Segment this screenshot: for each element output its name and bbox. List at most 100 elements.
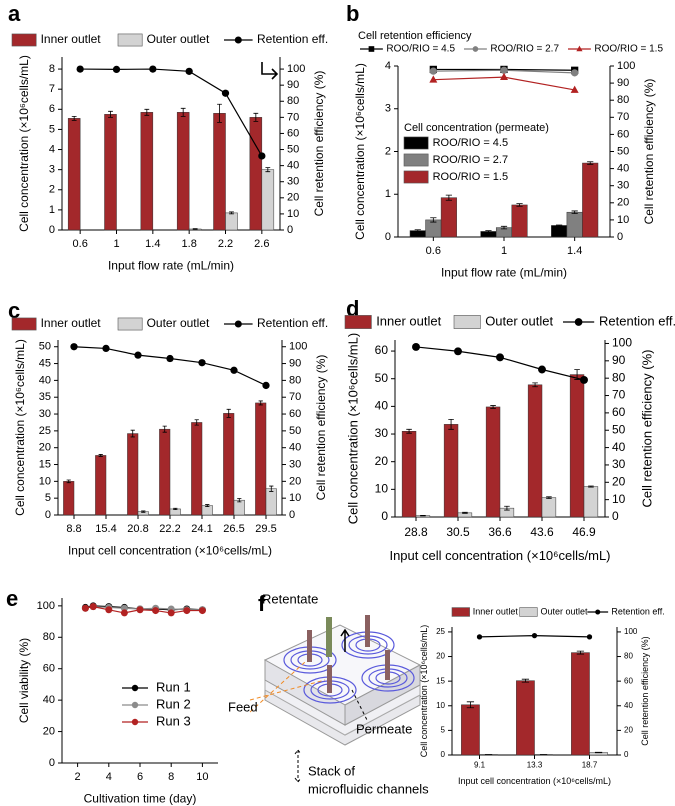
y2-tick-label: 40 <box>624 701 633 710</box>
x-tick-label: 2.6 <box>254 238 269 250</box>
y2-axis-label: Cell retention efficiency (%) <box>640 350 655 508</box>
legend-label: ROO/RIO = 2.7 <box>490 44 559 55</box>
error-bar <box>229 211 234 215</box>
x-axis-label: Input flow rate (mL/min) <box>441 265 567 279</box>
bar <box>485 406 501 518</box>
y2-tick-label: 80 <box>624 652 633 661</box>
line <box>73 346 267 386</box>
y-tick-label: 35 <box>39 391 51 403</box>
error-bar <box>420 514 426 517</box>
y2-tick-label: 60 <box>287 127 299 139</box>
marker <box>183 607 191 615</box>
legend-swatch <box>453 315 481 329</box>
panel-label: f <box>258 591 266 616</box>
y2-tick-label: 30 <box>287 176 299 188</box>
y-tick-label: 10 <box>375 482 389 496</box>
bar <box>583 486 599 518</box>
y2-tick-label: 50 <box>289 425 301 437</box>
error-bar <box>144 108 150 116</box>
marker <box>198 359 206 367</box>
legend-swatch <box>11 317 37 331</box>
y2-tick-label: 80 <box>287 95 299 107</box>
error-bar <box>71 115 77 121</box>
error-bar <box>532 382 538 388</box>
marker <box>500 66 508 74</box>
bar <box>582 162 599 238</box>
y-tick-label: 80 <box>43 631 55 643</box>
bar <box>541 497 557 518</box>
y-tick-label: 15 <box>39 458 51 470</box>
y-tick-label: 20 <box>39 442 51 454</box>
legend-label: Outer outlet <box>147 32 210 46</box>
error-bar <box>587 161 594 165</box>
x-tick-label: 1 <box>501 245 507 257</box>
marker <box>234 320 242 328</box>
y2-tick-label: 0 <box>612 509 619 523</box>
y2-tick-label: 90 <box>287 79 299 91</box>
device-diagram: Retentate Feed Permeate Stack of microfl… <box>228 591 429 796</box>
error-bar <box>108 110 113 118</box>
bar <box>140 112 154 231</box>
legend-swatch <box>11 33 37 47</box>
y-tick-label: 25 <box>39 425 51 437</box>
y2-axis-label: Cell retention efficiency (%) <box>312 71 326 217</box>
y-tick-label: 7 <box>49 83 55 95</box>
legend-swatch <box>117 33 143 47</box>
marker <box>368 46 375 52</box>
legend-title: Cell concentration (permeate) <box>404 122 549 134</box>
bar <box>566 211 583 238</box>
legend-label: Outer outlet <box>485 313 553 328</box>
y-tick-label: 0 <box>45 509 51 521</box>
stack-arrow <box>294 749 302 783</box>
x-axis-label: Cultivation time (day) <box>84 791 197 805</box>
x-tick-label: 24.1 <box>191 523 212 535</box>
y2-tick-label: 10 <box>289 492 301 504</box>
y-tick-label: 0 <box>49 757 55 769</box>
error-bar <box>162 425 167 433</box>
x-tick-label: 36.6 <box>488 525 512 539</box>
x-tick-label: 8.8 <box>66 523 81 535</box>
marker <box>76 65 84 73</box>
x-tick-label: 43.6 <box>530 525 554 539</box>
bar <box>425 219 442 238</box>
marker <box>70 343 78 351</box>
legend-label: Run 3 <box>156 713 191 728</box>
error-bar <box>430 217 437 223</box>
bar <box>569 374 585 518</box>
bar <box>213 113 226 231</box>
feed-lines <box>249 661 326 713</box>
y-tick-label: 20 <box>375 454 389 468</box>
y2-tick-label: 80 <box>612 370 626 384</box>
error-bar <box>490 405 496 409</box>
y-tick-label: 10 <box>39 475 51 487</box>
chart-panel: f 0 5 10 15 20 25 Cell concentration (×10⁶cells… <box>258 591 665 786</box>
legend-label: ROO/RIO = 1.5 <box>594 44 663 55</box>
y2-tick-label: 20 <box>287 192 299 204</box>
marker <box>120 609 128 617</box>
bar <box>201 505 213 516</box>
error-bar <box>504 505 510 511</box>
bar <box>401 431 417 518</box>
y2-tick-label: 100 <box>624 627 638 636</box>
x-axis-label: Input flow rate (mL/min) <box>108 258 234 272</box>
error-bar <box>180 107 186 117</box>
x-tick-label: 26.5 <box>223 523 244 535</box>
error-bar <box>556 224 563 227</box>
x-tick-label: 8 <box>168 771 174 783</box>
marker <box>531 632 538 639</box>
marker <box>167 609 175 617</box>
y2-tick-label: 60 <box>289 408 301 420</box>
marker <box>198 607 206 615</box>
bar <box>159 428 171 516</box>
marker <box>102 344 110 353</box>
error-bar <box>194 419 199 426</box>
legend-label: Run 2 <box>156 696 191 711</box>
y-axis-label: Cell concentration (×10⁶cells/mL) <box>17 55 31 232</box>
marker <box>472 46 479 52</box>
y2-axis-label: Cell retention efficiency (%) <box>640 636 650 745</box>
legend-swatch <box>451 607 470 617</box>
x-tick-label: 0.6 <box>73 238 88 250</box>
bar <box>261 169 275 231</box>
legend-label: ROO/RIO = 1.5 <box>433 171 509 183</box>
y2-axis-label: Cell retention efficiency (%) <box>642 79 656 225</box>
